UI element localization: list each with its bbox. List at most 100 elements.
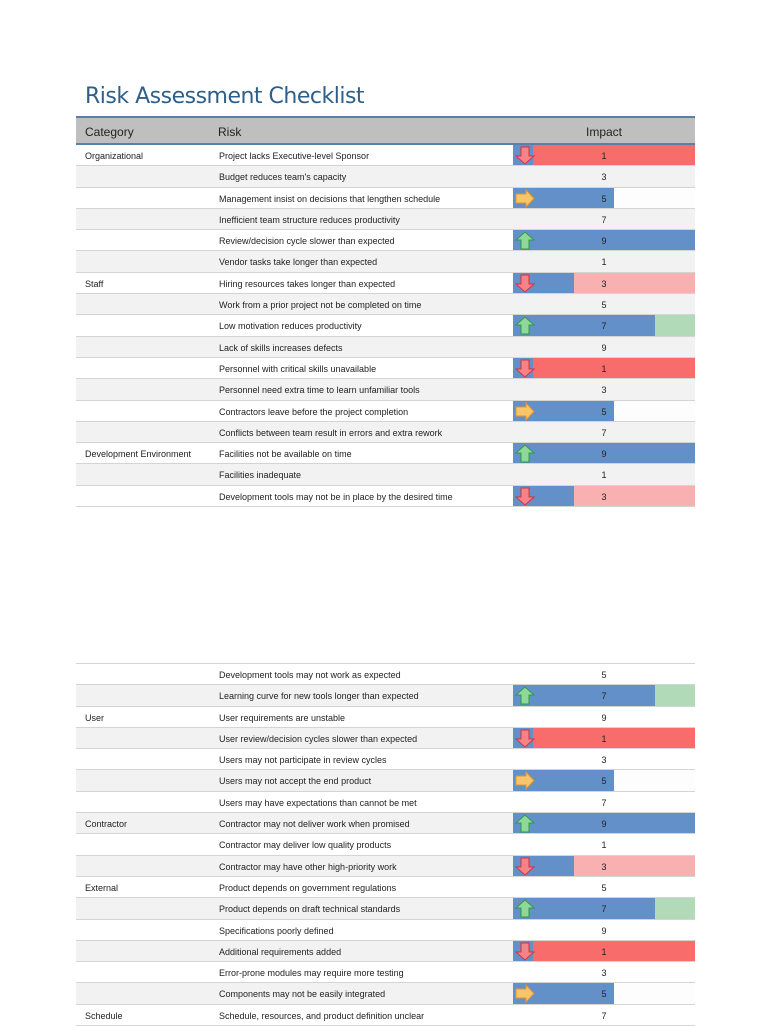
impact-cell: 7 xyxy=(513,315,695,336)
impact-value: 5 xyxy=(601,882,607,893)
impact-fill xyxy=(614,400,695,421)
table-row: Development Environment Facilities not b… xyxy=(76,443,695,465)
impact-cell: 5 xyxy=(513,400,695,421)
risk-cell: Error-prone modules may require more tes… xyxy=(219,968,404,979)
arrow-up-icon xyxy=(514,316,536,335)
impact-value: 3 xyxy=(601,755,607,766)
arrow-up-icon xyxy=(514,444,536,463)
impact-value: 9 xyxy=(601,236,607,247)
table-row: Management insist on decisions that leng… xyxy=(76,187,695,209)
impact-cell: 5 xyxy=(513,770,695,791)
risk-cell: Work from a prior project not be complet… xyxy=(219,300,422,311)
impact-value: 5 xyxy=(601,670,607,680)
impact-cell: 1 xyxy=(513,357,695,379)
impact-value: 3 xyxy=(601,385,607,396)
impact-cell: 3 xyxy=(513,272,695,294)
risk-cell: User review/decision cycles slower than … xyxy=(219,733,418,744)
table-row: Error-prone modules may require more tes… xyxy=(76,962,695,984)
arrow-down-icon xyxy=(514,274,536,293)
arrow-down-icon xyxy=(514,729,536,748)
impact-cell: 9 xyxy=(513,920,695,940)
risk-cell: Personnel with critical skills unavailab… xyxy=(219,363,377,374)
impact-bar xyxy=(513,315,655,336)
arrow-down-icon xyxy=(514,857,536,876)
risk-cell: Review/decision cycle slower than expect… xyxy=(219,236,395,247)
impact-value: 9 xyxy=(601,449,607,460)
category-cell: Schedule xyxy=(85,1010,123,1021)
table-header: Category Risk Impact xyxy=(76,116,695,145)
impact-value: 1 xyxy=(601,151,607,161)
table-row: Additional requirements added 1 xyxy=(76,940,695,963)
impact-cell: 9 xyxy=(513,813,695,834)
impact-bar xyxy=(513,770,615,791)
impact-bar xyxy=(513,983,615,1004)
impact-cell: 3 xyxy=(513,962,695,982)
impact-cell: 3 xyxy=(513,166,695,186)
table-row: Facilities inadequate 1 xyxy=(76,464,695,486)
impact-fill xyxy=(573,485,695,507)
table-row: Personnel with critical skills unavailab… xyxy=(76,357,695,380)
impact-fill xyxy=(573,855,695,876)
impact-value: 3 xyxy=(601,861,607,872)
table-row: Contractors leave before the project com… xyxy=(76,400,695,422)
impact-value: 3 xyxy=(601,278,607,289)
header-impact: Impact xyxy=(586,125,623,139)
risk-table-section-1: Organizational Project lacks Executive-l… xyxy=(76,145,695,508)
impact-value: 1 xyxy=(601,840,607,851)
table-row: Users may not accept the end product 5 xyxy=(76,770,695,792)
category-cell: External xyxy=(85,882,119,893)
impact-cell: 5 xyxy=(513,983,695,1004)
risk-cell: Conflicts between team result in errors … xyxy=(219,427,443,438)
impact-value: 7 xyxy=(601,1010,607,1021)
table-row: Components may not be easily integrated … xyxy=(76,983,695,1005)
impact-fill xyxy=(654,315,695,336)
table-row: Product depends on draft technical stand… xyxy=(76,898,695,920)
table-row: Personnel need extra time to learn unfam… xyxy=(76,379,695,401)
impact-bar xyxy=(513,187,615,208)
impact-value: 7 xyxy=(601,691,607,702)
table-row: Learning curve for new tools longer than… xyxy=(76,685,695,707)
page-title: Risk Assessment Checklist xyxy=(85,84,365,109)
risk-cell: Personnel need extra time to learn unfam… xyxy=(219,385,420,396)
table-row: Inefficient team structure reduces produ… xyxy=(76,208,695,231)
impact-cell: 7 xyxy=(513,792,695,812)
table-row: Low motivation reduces productivity 7 xyxy=(76,315,695,337)
impact-cell: 1 xyxy=(513,145,695,166)
impact-value: 9 xyxy=(601,342,607,353)
impact-value: 9 xyxy=(601,819,607,830)
risk-cell: Components may not be easily integrated xyxy=(219,989,386,1000)
impact-cell: 5 xyxy=(513,187,695,208)
impact-value: 7 xyxy=(601,427,607,438)
impact-fill xyxy=(614,983,695,1004)
table-row: Organizational Project lacks Executive-l… xyxy=(76,145,695,167)
impact-cell: 3 xyxy=(513,379,695,399)
impact-value: 1 xyxy=(601,470,607,481)
table-row: User User requirements are unstable 9 xyxy=(76,707,695,728)
impact-value: 5 xyxy=(601,406,607,417)
table-row: Development tools may not be in place by… xyxy=(76,485,695,508)
impact-fill xyxy=(533,145,695,166)
risk-cell: Specifications poorly defined xyxy=(219,925,334,936)
impact-fill xyxy=(533,357,695,379)
risk-cell: Inefficient team structure reduces produ… xyxy=(219,214,400,225)
impact-cell: 3 xyxy=(513,485,695,507)
risk-cell: Users may not accept the end product xyxy=(219,776,372,787)
risk-cell: Vendor tasks take longer than expected xyxy=(219,257,378,268)
table-row: Schedule Schedule, resources, and produc… xyxy=(76,1005,695,1026)
arrow-up-icon xyxy=(514,899,536,918)
risk-cell: Product depends on government regulation… xyxy=(219,882,397,893)
category-cell: Development Environment xyxy=(85,449,192,460)
header-risk: Risk xyxy=(218,125,242,139)
risk-cell: Contractors leave before the project com… xyxy=(219,406,409,417)
table-row: Vendor tasks take longer than expected 1 xyxy=(76,251,695,273)
arrow-right-icon xyxy=(515,188,535,208)
impact-fill xyxy=(614,187,695,208)
impact-value: 1 xyxy=(601,363,607,374)
risk-cell: Facilities inadequate xyxy=(219,470,302,481)
arrow-up-icon xyxy=(514,686,536,705)
category-cell: User xyxy=(85,712,105,723)
impact-value: 7 xyxy=(601,797,607,808)
impact-bar xyxy=(513,685,655,706)
impact-value: 5 xyxy=(601,989,607,1000)
impact-value: 3 xyxy=(601,172,607,183)
